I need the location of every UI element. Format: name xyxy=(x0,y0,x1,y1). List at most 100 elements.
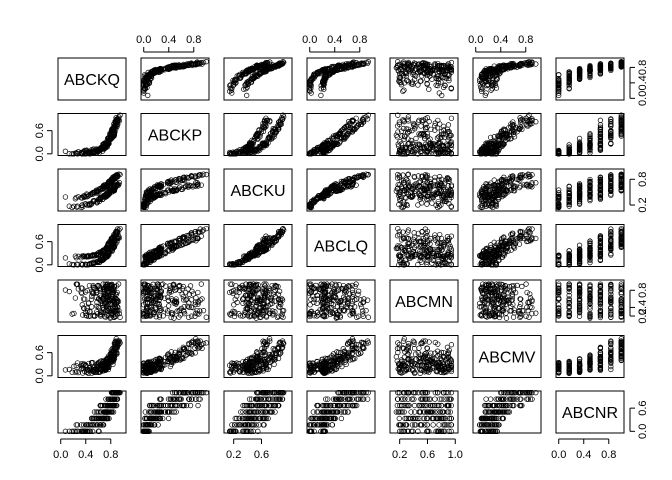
panel-abclq-vs-abcku xyxy=(223,224,293,268)
panel-abclq-vs-abckq xyxy=(57,224,127,268)
data-point xyxy=(399,70,406,77)
data-point xyxy=(166,66,173,72)
data-point xyxy=(234,76,240,82)
data-point xyxy=(266,66,273,72)
variable-label: ABCLQ xyxy=(314,239,368,256)
data-point xyxy=(489,82,495,88)
data-point xyxy=(448,86,454,92)
data-point xyxy=(246,69,252,75)
data-point xyxy=(435,60,441,67)
data-point xyxy=(488,71,494,78)
data-point xyxy=(145,92,151,99)
data-point xyxy=(251,67,257,73)
panel-abckq-vs-abcku xyxy=(223,57,293,101)
data-point xyxy=(337,62,343,69)
data-point xyxy=(576,76,583,82)
panel-frame xyxy=(555,57,625,101)
data-point xyxy=(556,86,562,92)
data-point xyxy=(409,79,416,85)
variable-label: ABCKP xyxy=(148,128,202,145)
data-point xyxy=(318,92,324,99)
data-point xyxy=(269,62,276,68)
data-point xyxy=(246,66,253,72)
data-point xyxy=(421,62,427,69)
panel-frame xyxy=(57,57,127,101)
data-point xyxy=(397,77,403,83)
data-point xyxy=(438,79,444,85)
data-point xyxy=(448,59,455,66)
panel-abclq-vs-abcmn xyxy=(389,224,459,268)
data-point xyxy=(501,66,508,72)
data-point xyxy=(153,68,159,75)
data-point xyxy=(484,68,490,74)
data-point xyxy=(157,68,163,75)
data-point xyxy=(144,81,150,87)
data-point xyxy=(318,86,324,92)
data-point xyxy=(436,68,443,75)
data-point xyxy=(394,62,401,68)
data-point xyxy=(556,92,562,99)
data-point xyxy=(587,68,593,75)
data-point xyxy=(147,73,153,79)
data-point xyxy=(401,87,407,93)
data-point xyxy=(234,73,240,79)
data-point xyxy=(403,73,410,79)
data-point xyxy=(436,76,442,82)
panel-frame xyxy=(472,57,542,101)
data-point xyxy=(333,66,339,72)
data-point xyxy=(180,64,186,70)
data-point xyxy=(395,67,401,74)
data-point xyxy=(203,171,209,178)
panel-abckq-vs-abcmn xyxy=(389,57,459,101)
data-point xyxy=(424,201,430,207)
data-point xyxy=(428,64,434,70)
data-point xyxy=(576,72,583,78)
panel-abcku-vs-abclq xyxy=(306,168,376,212)
data-point xyxy=(240,71,246,78)
panel-abckq-vs-abckq: ABCKQ xyxy=(57,57,127,101)
data-point xyxy=(440,74,446,81)
data-point xyxy=(448,115,455,121)
data-point xyxy=(556,88,562,94)
data-point xyxy=(413,73,419,79)
panel-abcku-vs-abckp xyxy=(140,168,210,212)
data-point xyxy=(408,67,414,73)
data-point xyxy=(426,86,432,92)
data-point xyxy=(227,82,233,89)
data-point xyxy=(308,90,314,96)
data-point xyxy=(597,65,604,72)
data-point xyxy=(141,90,147,96)
data-point xyxy=(556,80,562,86)
data-point xyxy=(435,82,441,89)
variable-label: ABCKU xyxy=(230,183,285,200)
data-point xyxy=(556,71,562,78)
data-point xyxy=(483,90,489,96)
data-point xyxy=(203,225,209,232)
panel-abckp-vs-abckq xyxy=(57,112,127,157)
data-point xyxy=(403,77,410,83)
panel-abckp-vs-abckp: ABCKP xyxy=(140,113,210,156)
data-point xyxy=(479,86,485,92)
data-point xyxy=(493,85,500,91)
data-point xyxy=(420,62,426,68)
data-point xyxy=(254,62,261,69)
data-point xyxy=(504,62,510,69)
data-point xyxy=(434,62,441,69)
data-point xyxy=(342,66,348,72)
data-point xyxy=(179,63,186,69)
data-point xyxy=(618,62,624,68)
data-point xyxy=(445,72,452,79)
data-point xyxy=(66,261,72,267)
data-point xyxy=(478,74,485,80)
data-point xyxy=(608,67,614,74)
data-point xyxy=(188,61,195,67)
data-point xyxy=(323,73,330,79)
data-point xyxy=(142,86,148,92)
data-point xyxy=(361,60,367,66)
data-point xyxy=(405,62,411,68)
data-point xyxy=(66,203,72,209)
data-point xyxy=(393,65,400,71)
data-point xyxy=(492,68,498,75)
variable-label: ABCKQ xyxy=(64,72,120,89)
